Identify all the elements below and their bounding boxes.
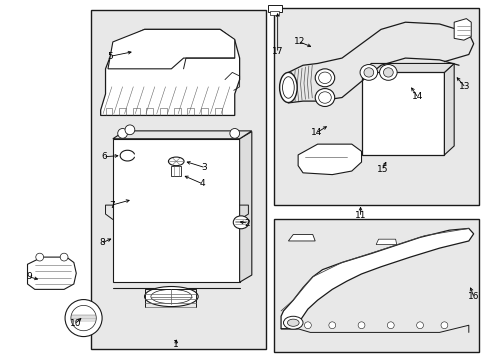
Polygon shape bbox=[101, 30, 239, 116]
Ellipse shape bbox=[65, 300, 102, 337]
Bar bbox=[91, 10, 266, 348]
Text: 3: 3 bbox=[201, 163, 207, 172]
Text: 10: 10 bbox=[69, 319, 81, 328]
Polygon shape bbox=[27, 257, 76, 289]
Ellipse shape bbox=[36, 253, 43, 261]
Ellipse shape bbox=[118, 129, 127, 138]
Ellipse shape bbox=[144, 287, 198, 307]
Ellipse shape bbox=[383, 68, 392, 77]
Ellipse shape bbox=[304, 322, 311, 329]
Text: 11: 11 bbox=[354, 211, 366, 220]
Bar bbox=[273, 8, 478, 205]
Text: 17: 17 bbox=[271, 47, 283, 56]
Text: 13: 13 bbox=[458, 82, 469, 91]
Text: 12: 12 bbox=[293, 37, 305, 46]
Ellipse shape bbox=[363, 68, 373, 77]
Polygon shape bbox=[281, 228, 473, 329]
Text: 7: 7 bbox=[109, 201, 115, 210]
Text: 2: 2 bbox=[244, 219, 249, 228]
Ellipse shape bbox=[151, 289, 191, 304]
Text: 8: 8 bbox=[99, 238, 105, 247]
Text: 14: 14 bbox=[411, 92, 423, 101]
Text: 9: 9 bbox=[26, 272, 32, 281]
Ellipse shape bbox=[125, 125, 135, 135]
Text: 16: 16 bbox=[467, 292, 478, 301]
Polygon shape bbox=[361, 63, 453, 72]
Bar bbox=[171, 166, 181, 176]
Ellipse shape bbox=[328, 322, 335, 329]
Ellipse shape bbox=[233, 216, 248, 229]
Ellipse shape bbox=[440, 322, 447, 329]
Bar bbox=[267, 5, 281, 12]
Ellipse shape bbox=[416, 322, 423, 329]
Ellipse shape bbox=[279, 72, 297, 103]
Ellipse shape bbox=[357, 322, 364, 329]
Text: 14: 14 bbox=[310, 128, 322, 137]
Ellipse shape bbox=[379, 64, 396, 80]
Ellipse shape bbox=[386, 322, 393, 329]
Ellipse shape bbox=[287, 319, 299, 326]
Polygon shape bbox=[298, 144, 361, 175]
Ellipse shape bbox=[229, 129, 239, 138]
Ellipse shape bbox=[282, 77, 294, 98]
Ellipse shape bbox=[60, 253, 68, 261]
Text: 6: 6 bbox=[102, 152, 107, 161]
Ellipse shape bbox=[168, 157, 183, 166]
Polygon shape bbox=[444, 63, 453, 155]
Ellipse shape bbox=[283, 316, 303, 329]
Bar bbox=[113, 139, 239, 282]
Polygon shape bbox=[375, 239, 396, 244]
Text: 15: 15 bbox=[376, 165, 387, 174]
Ellipse shape bbox=[315, 89, 334, 107]
Ellipse shape bbox=[315, 69, 334, 87]
Polygon shape bbox=[113, 131, 251, 139]
Ellipse shape bbox=[359, 64, 377, 80]
Text: 4: 4 bbox=[199, 179, 204, 188]
Ellipse shape bbox=[71, 305, 96, 331]
Text: 5: 5 bbox=[107, 52, 113, 61]
Bar bbox=[361, 72, 444, 155]
Polygon shape bbox=[288, 234, 315, 241]
Ellipse shape bbox=[318, 92, 330, 103]
Polygon shape bbox=[453, 19, 470, 40]
Bar bbox=[273, 220, 478, 352]
Polygon shape bbox=[239, 132, 251, 282]
Ellipse shape bbox=[318, 72, 330, 84]
Text: 1: 1 bbox=[173, 341, 179, 350]
Polygon shape bbox=[108, 30, 234, 69]
Bar bbox=[269, 12, 278, 15]
